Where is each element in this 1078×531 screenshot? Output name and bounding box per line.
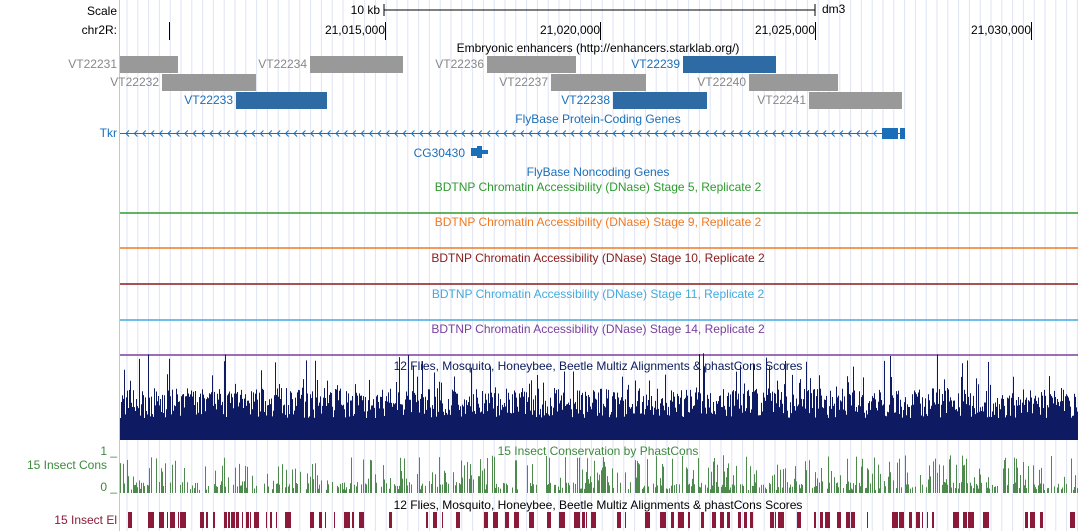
gene-cg30430 xyxy=(471,146,488,158)
track-title: 12 Flies, Mosquito, Honeybee, Beetle Mul… xyxy=(394,498,803,512)
exon xyxy=(900,128,905,139)
position-label: 21,030,000 xyxy=(971,23,1031,37)
gene-tkr xyxy=(120,128,905,139)
strand-arrows xyxy=(125,130,877,137)
enhancer-label: VT22239 xyxy=(631,57,680,71)
enhancer xyxy=(613,92,707,109)
enhancer xyxy=(162,74,256,91)
chrom-label: chr2R: xyxy=(82,23,117,37)
position-label: 21,015,000 xyxy=(325,23,385,37)
cons-label: 15 Insect Cons xyxy=(27,458,107,472)
enhancer-label: VT22238 xyxy=(561,93,610,107)
track-title: BDTNP Chromatin Accessibility (DNase) St… xyxy=(431,251,765,265)
track-title: BDTNP Chromatin Accessibility (DNase) St… xyxy=(431,322,765,336)
dnase-tracks: BDTNP Chromatin Accessibility (DNase) St… xyxy=(120,180,1078,356)
enhancer-label: VT22233 xyxy=(184,93,233,107)
cons-min: 0 _ xyxy=(100,480,117,494)
enhancer xyxy=(809,92,902,109)
cons-signal xyxy=(120,455,1078,493)
track-title: BDTNP Chromatin Accessibility (DNase) St… xyxy=(435,215,762,229)
assembly: dm3 xyxy=(822,2,846,16)
scale-label: Scale xyxy=(87,4,117,18)
track-title: 12 Flies, Mosquito, Honeybee, Beetle Mul… xyxy=(394,359,803,373)
scale-bar-label: 10 kb xyxy=(351,3,381,17)
enhancer-label: VT22241 xyxy=(757,93,806,107)
enhancer-label: VT22234 xyxy=(258,57,307,71)
enhancer-label: VT22232 xyxy=(110,75,159,89)
scale-bar xyxy=(383,4,816,16)
track-title: FlyBase Noncoding Genes xyxy=(527,165,670,179)
enhancer xyxy=(551,74,646,91)
multiz-signal xyxy=(120,353,1078,440)
enhancer xyxy=(749,74,838,91)
enhancer xyxy=(120,56,178,73)
track-title: BDTNP Chromatin Accessibility (DNase) St… xyxy=(432,287,765,301)
enhancer-track: VT22231 VT22234 VT22236 VT22239 VT22232 VT222… xyxy=(68,56,902,109)
enhancer-label: VT22237 xyxy=(499,75,548,89)
track-title: 15 Insect Conservation by PhastCons xyxy=(498,444,699,458)
track-title: BDTNP Chromatin Accessibility (DNase) St… xyxy=(435,180,762,194)
enhancer-label: VT22240 xyxy=(697,75,746,89)
position-label: 21,025,000 xyxy=(755,23,815,37)
enhancer xyxy=(487,56,576,73)
enhancer xyxy=(683,56,776,73)
elements-blocks xyxy=(128,512,1075,528)
exon xyxy=(882,128,898,139)
enhancer-label: VT22236 xyxy=(435,57,484,71)
track-title: Embryonic enhancers (http://enhancers.st… xyxy=(457,41,740,55)
elements-label: 15 Insect El xyxy=(54,513,117,527)
enhancer-label: VT22231 xyxy=(68,57,117,71)
gene-label: Tkr xyxy=(100,126,117,140)
position-label: 21,020,000 xyxy=(540,23,600,37)
cons-max: 1 _ xyxy=(100,444,117,458)
gene-label: CG30430 xyxy=(414,146,466,160)
enhancer xyxy=(310,56,403,73)
enhancer xyxy=(236,92,327,109)
track-title: FlyBase Protein-Coding Genes xyxy=(515,112,680,126)
